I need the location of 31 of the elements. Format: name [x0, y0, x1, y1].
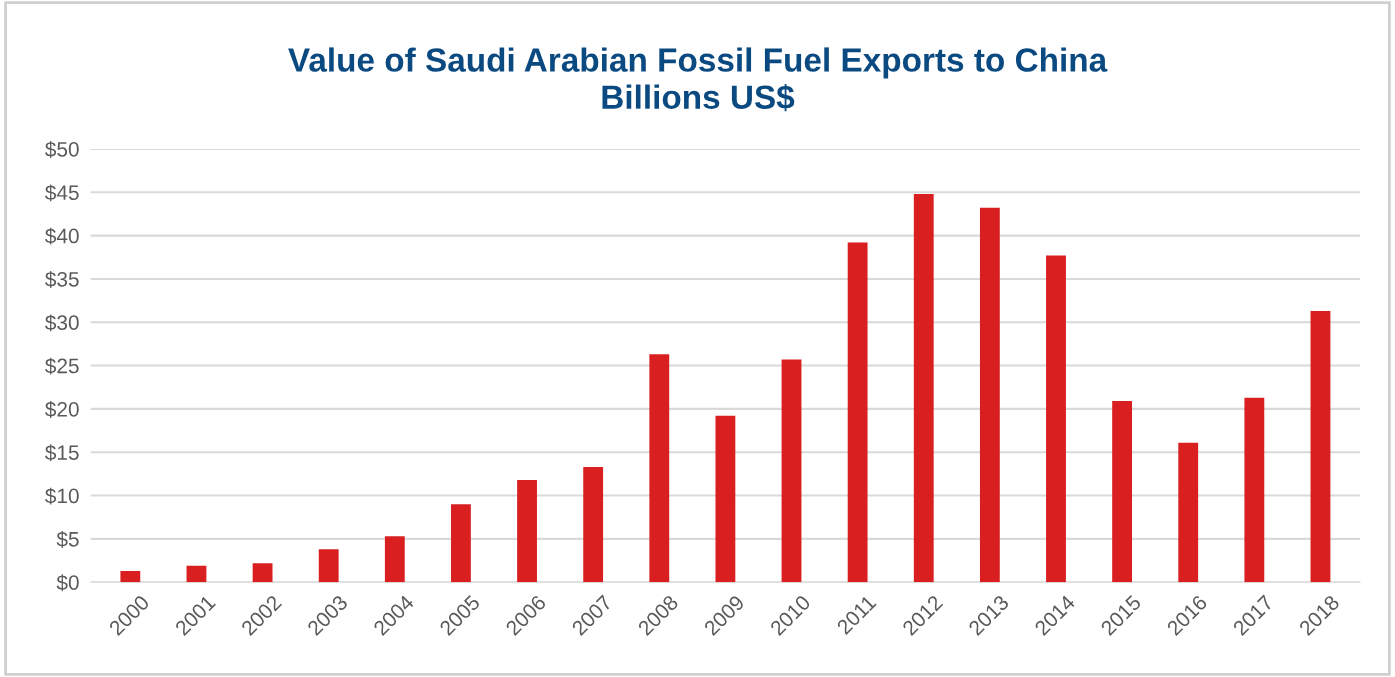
bar: [120, 570, 141, 583]
y-tick-label: $5: [56, 531, 79, 548]
bar: [715, 415, 736, 583]
y-tick-label: $35: [45, 271, 79, 288]
bar: [583, 466, 604, 583]
bar: [1310, 310, 1331, 583]
bar: [913, 194, 934, 583]
y-tick-label: $10: [45, 487, 79, 505]
bar: [781, 359, 802, 583]
y-tick-label: $40: [45, 227, 79, 245]
chart-title: Value of Saudi Arabian Fossil Fuel Exports to China Billions US$: [288, 47, 1108, 112]
y-tick-label: $0: [56, 574, 79, 592]
y-tick-label: $45: [45, 184, 79, 202]
bar: [252, 563, 273, 583]
y-tick-label: $50: [45, 141, 79, 158]
bar: [1112, 401, 1133, 583]
bar: [186, 565, 207, 583]
y-tick-label: $15: [45, 444, 79, 462]
bar: [1244, 397, 1265, 583]
bar: [847, 242, 868, 583]
bar: [517, 479, 537, 583]
bar: [649, 354, 670, 583]
bar: [318, 549, 339, 583]
bar: [979, 207, 1000, 583]
bar: [1178, 442, 1199, 583]
bar: [1046, 255, 1066, 583]
y-tick-label: $20: [45, 401, 79, 418]
bar: [384, 536, 405, 583]
bar: [451, 504, 471, 583]
y-tick-label: $25: [45, 357, 79, 375]
y-tick-label: $30: [45, 314, 79, 332]
